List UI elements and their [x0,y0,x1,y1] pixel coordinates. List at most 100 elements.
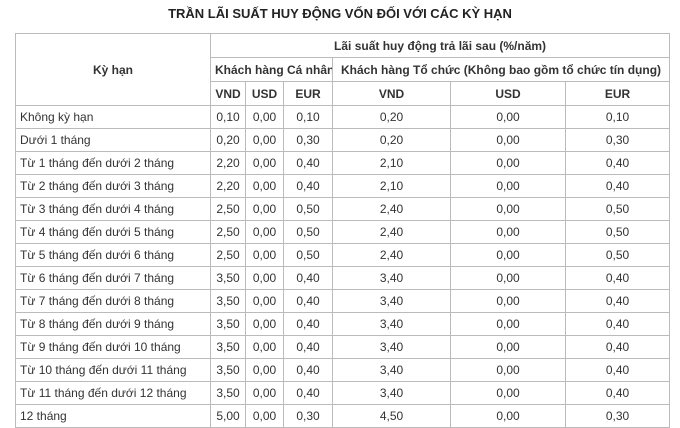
interest-rate-table: Kỳ hạn Lãi suất huy động trả lãi sau (%/… [15,33,671,428]
rate-cell: 0,00 [245,335,284,359]
rate-cell: 2,50 [210,243,246,267]
table-row: Từ 6 tháng đến dưới 7 tháng 3,50 0,00 0,40 3… [15,266,671,290]
rate-cell: 0,40 [283,381,333,405]
rate-cell: 3,40 [332,335,451,359]
header-organization: Khách hàng Tổ chức (Không bao gồm tổ chứ… [331,57,671,82]
rate-cell: 0,40 [564,358,671,382]
rate-cell: 0,10 [564,105,671,129]
rate-cell: 3,50 [210,335,246,359]
rate-cell: 0,30 [283,404,333,428]
rate-cell: 0,40 [564,266,671,290]
rate-cell: 0,00 [450,174,566,198]
table-row: Từ 2 tháng đến dưới 3 tháng 2,20 0,00 0,40 2… [15,174,671,198]
term-cell: Không kỳ hạn [15,105,211,129]
rate-cell: 0,40 [564,151,671,175]
header-currency: USD [245,81,284,106]
term-cell: Từ 4 tháng đến dưới 5 tháng [15,220,211,244]
rate-cell: 0,00 [245,289,284,313]
rate-cell: 0,00 [245,381,284,405]
rate-cell: 0,00 [450,220,566,244]
rate-cell: 3,40 [332,312,451,336]
rate-cell: 3,50 [210,289,246,313]
header-currency: EUR [283,81,333,106]
rate-cell: 0,40 [283,312,333,336]
rate-cell: 5,00 [210,404,246,428]
rate-cell: 0,40 [564,381,671,405]
rate-cell: 0,00 [450,404,566,428]
table-row: Dưới 1 tháng 0,20 0,00 0,30 0,20 0,00 0,30 [15,128,671,152]
rate-cell: 0,00 [245,358,284,382]
term-cell: Từ 6 tháng đến dưới 7 tháng [15,266,211,290]
table-row: Không kỳ hạn 0,10 0,00 0,10 0,20 0,00 0,10 [15,105,671,129]
rate-cell: 2,20 [210,151,246,175]
table-row: 12 tháng 5,00 0,00 0,30 4,50 0,00 0,30 [15,404,671,428]
rate-cell: 0,00 [245,151,284,175]
page-title: TRẦN LÃI SUẤT HUY ĐỘNG VỐN ĐỐI VỚI CÁC K… [168,6,512,21]
rate-cell: 0,50 [283,197,333,221]
rate-cell: 3,40 [332,381,451,405]
table-row: Từ 1 tháng đến dưới 2 tháng 2,20 0,00 0,40 2… [15,151,671,175]
rate-cell: 3,50 [210,358,246,382]
rate-cell: 0,40 [283,266,333,290]
header-individual: Khách hàng Cá nhân [210,57,333,82]
rate-cell: 0,00 [450,243,566,267]
term-cell: 12 tháng [15,404,211,428]
rate-cell: 0,20 [332,105,451,129]
table-row: Từ 3 tháng đến dưới 4 tháng 2,50 0,00 0,50 2… [15,197,671,221]
rate-cell: 3,40 [332,358,451,382]
rate-cell: 0,00 [245,243,284,267]
header-currency: USD [450,81,566,106]
table-row: Từ 9 tháng đến dưới 10 tháng 3,50 0,00 0,40… [15,335,671,359]
table-row: Từ 10 tháng đến dưới 11 tháng 3,50 0,00 0,4… [15,358,671,382]
rate-cell: 0,00 [450,312,566,336]
rate-cell: 0,40 [564,335,671,359]
rate-cell: 2,40 [332,243,451,267]
rate-cell: 0,00 [450,197,566,221]
table-row: Từ 4 tháng đến dưới 5 tháng 2,50 0,00 0,50 2… [15,220,671,244]
rate-cell: 2,40 [332,197,451,221]
term-cell: Từ 7 tháng đến dưới 8 tháng [15,289,211,313]
rate-cell: 0,30 [283,128,333,152]
rate-cell: 0,00 [450,151,566,175]
rate-cell: 0,00 [450,128,566,152]
rate-cell: 3,50 [210,312,246,336]
rate-cell: 0,40 [283,289,333,313]
rate-cell: 3,50 [210,381,246,405]
rate-cell: 3,50 [210,266,246,290]
rate-cell: 0,40 [283,174,333,198]
rate-cell: 0,20 [332,128,451,152]
term-cell: Từ 10 tháng đến dưới 11 tháng [15,358,211,382]
rate-cell: 0,00 [450,335,566,359]
rate-cell: 2,10 [332,151,451,175]
rate-cell: 0,50 [564,197,671,221]
rate-cell: 0,00 [245,105,284,129]
table-row: Từ 8 tháng đến dưới 9 tháng 3,50 0,00 0,40 3… [15,312,671,336]
rate-cell: 0,40 [564,174,671,198]
rate-cell: 2,50 [210,220,246,244]
rate-cell: 2,50 [210,197,246,221]
table-row: Từ 11 tháng đến dưới 12 tháng 3,50 0,00 0,4… [15,381,671,405]
rate-cell: 0,10 [210,105,246,129]
term-cell: Từ 3 tháng đến dưới 4 tháng [15,197,211,221]
rate-cell: 0,50 [564,220,671,244]
header-currency: VND [332,81,451,106]
rate-cell: 0,40 [564,289,671,313]
rate-cell: 0,40 [564,312,671,336]
rate-cell: 0,00 [245,128,284,152]
rate-cell: 0,40 [283,335,333,359]
table-row: Từ 7 tháng đến dưới 8 tháng 3,50 0,00 0,40 3… [15,289,671,313]
rate-cell: 0,00 [450,289,566,313]
rate-cell: 0,30 [564,404,671,428]
rate-cell: 0,30 [564,128,671,152]
header-term: Kỳ hạn [15,33,211,106]
term-cell: Từ 5 tháng đến dưới 6 tháng [15,243,211,267]
rate-cell: 0,00 [245,266,284,290]
rate-cell: 0,00 [245,404,284,428]
rate-cell: 0,10 [283,105,333,129]
term-cell: Dưới 1 tháng [15,128,211,152]
rate-cell: 0,50 [283,243,333,267]
rate-cell: 0,00 [450,381,566,405]
rate-cell: 0,00 [245,174,284,198]
term-cell: Từ 11 tháng đến dưới 12 tháng [15,381,211,405]
rate-cell: 0,00 [245,312,284,336]
